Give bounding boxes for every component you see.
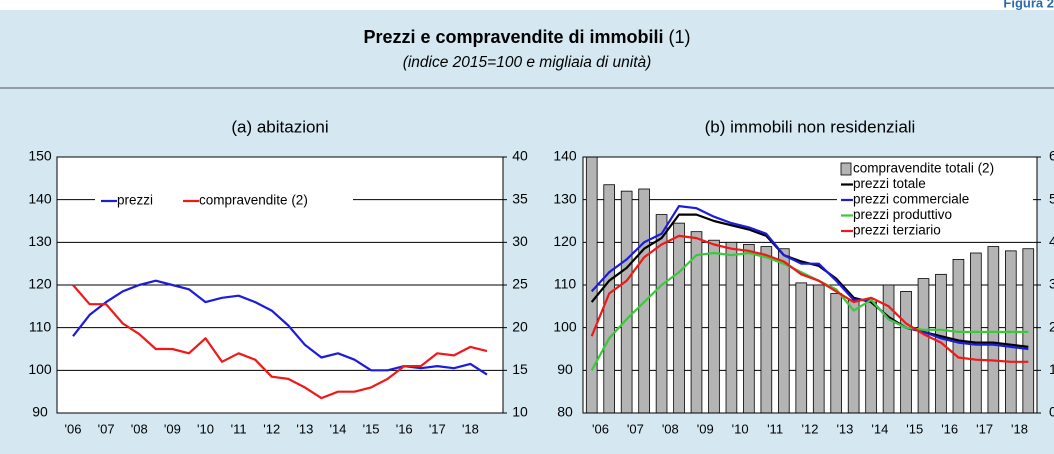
y-tick-label: 140 [553, 148, 577, 164]
x-tick-label: '16 [396, 421, 413, 436]
x-tick-label: '06 [592, 421, 609, 436]
x-tick-label: '16 [941, 421, 958, 436]
legend-box [95, 190, 353, 212]
y2-tick-label: 15 [512, 361, 528, 377]
x-tick-label: '08 [662, 421, 679, 436]
bar [900, 290, 912, 414]
x-tick-label: '09 [164, 421, 181, 436]
y2-tick-label: 10 [1049, 361, 1054, 377]
x-tick-label: '14 [329, 421, 346, 436]
y-tick-label: 140 [28, 190, 52, 206]
line-series [590, 234, 1029, 363]
legend-label: prezzi [117, 193, 153, 208]
x-tick-label: '13 [296, 421, 313, 436]
bar [585, 156, 598, 414]
panel-title: (b) immobili non residenziali [705, 117, 916, 136]
legend-label: prezzi terziario [853, 223, 941, 238]
y-tick-label: 150 [28, 148, 52, 164]
y2-tick-label: 60 [1049, 148, 1054, 164]
x-tick-label: '07 [98, 421, 115, 436]
bar [917, 278, 930, 414]
bar [812, 284, 825, 414]
figure-title: Prezzi e compravendite di immobili (1) [363, 27, 690, 47]
line-series [590, 205, 1029, 351]
y-tick-label: 90 [557, 361, 573, 377]
bar [987, 246, 1000, 414]
x-tick-label: '12 [802, 421, 819, 436]
bar [952, 258, 965, 414]
y-tick-label: 130 [28, 233, 52, 249]
x-tick-label: '06 [65, 421, 82, 436]
y-tick-label: 130 [553, 190, 577, 206]
bar [830, 293, 843, 414]
x-tick-label: '11 [231, 421, 247, 436]
x-tick-label: '07 [627, 421, 644, 436]
y2-tick-label: 25 [512, 276, 528, 292]
x-tick-label: '18 [462, 421, 479, 436]
legend-label: compravendite (2) [199, 193, 308, 208]
x-tick-label: '17 [429, 421, 446, 436]
y-tick-label: 90 [32, 404, 48, 420]
line-series [72, 279, 488, 376]
legend-label: prezzi totale [853, 176, 926, 191]
y-tick-label: 110 [29, 318, 52, 334]
y-tick-label: 100 [553, 318, 577, 334]
line-series [72, 284, 488, 400]
y2-tick-label: 40 [1049, 233, 1054, 249]
y-tick-label: 110 [554, 276, 577, 292]
x-tick-label: '13 [836, 421, 853, 436]
title-main: Prezzi e compravendite di immobili [363, 27, 663, 47]
x-tick-label: '08 [131, 421, 148, 436]
y2-tick-label: 20 [512, 318, 528, 334]
x-tick-label: '15 [363, 421, 380, 436]
y2-tick-label: 30 [512, 233, 528, 249]
top-band [0, 0, 1054, 10]
figure-number: Figura 2 [1003, 0, 1054, 10]
y2-tick-label: 40 [512, 148, 528, 164]
title-note: (1) [669, 27, 691, 47]
legend-box [837, 159, 1033, 241]
bar [795, 282, 808, 414]
y2-tick-label: 30 [1049, 276, 1054, 292]
bar [847, 299, 860, 414]
y2-tick-label: 0 [1049, 404, 1054, 420]
x-tick-label: '10 [732, 421, 749, 436]
figure-subtitle: (indice 2015=100 e migliaia di unità) [403, 54, 652, 71]
y2-tick-label: 35 [512, 190, 528, 206]
y-tick-label: 120 [553, 233, 577, 249]
bar [760, 246, 773, 414]
bar [708, 239, 720, 414]
x-tick-label: '17 [976, 421, 993, 436]
y-tick-label: 100 [28, 361, 52, 377]
bar [673, 222, 685, 414]
x-tick-label: '12 [263, 421, 280, 436]
plot-frame [56, 156, 504, 414]
x-tick-label: '10 [197, 421, 214, 436]
y2-tick-label: 10 [512, 404, 528, 420]
x-tick-label: '09 [697, 421, 714, 436]
x-tick-label: '15 [906, 421, 923, 436]
legend-label: compravendite totali (2) [853, 161, 994, 176]
y-tick-label: 120 [28, 276, 52, 292]
bar [620, 190, 633, 414]
y2-tick-label: 50 [1049, 190, 1054, 206]
x-tick-label: '14 [871, 421, 888, 436]
y-tick-label: 80 [557, 404, 573, 420]
bar [777, 248, 790, 414]
bar [725, 241, 738, 414]
panel-title: (a) abitazioni [231, 117, 328, 136]
bar [603, 184, 616, 414]
y2-tick-label: 20 [1049, 318, 1054, 334]
x-tick-label: '11 [767, 421, 783, 436]
legend-label: prezzi produttivo [853, 207, 952, 222]
plot-frame [582, 156, 1038, 414]
legend-swatch [840, 162, 852, 176]
legend-label: prezzi commerciale [853, 192, 969, 207]
bar [743, 244, 755, 414]
bar [865, 301, 877, 414]
x-tick-label: '18 [1011, 421, 1028, 436]
